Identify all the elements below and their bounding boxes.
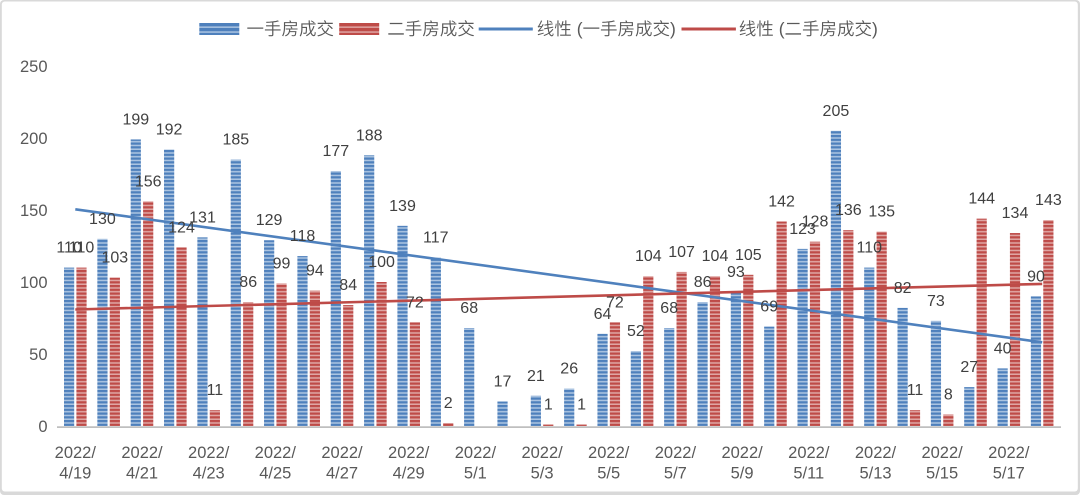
svg-text:82: 82 bbox=[894, 280, 912, 297]
svg-text:): ) bbox=[670, 19, 676, 39]
svg-text:2022/: 2022/ bbox=[55, 444, 97, 462]
svg-text:5/7: 5/7 bbox=[664, 464, 687, 482]
svg-text:104: 104 bbox=[635, 248, 662, 265]
svg-text:4/23: 4/23 bbox=[193, 464, 225, 482]
svg-text:110: 110 bbox=[69, 240, 95, 257]
svg-text:4/21: 4/21 bbox=[126, 464, 158, 482]
svg-text:135: 135 bbox=[868, 204, 895, 221]
svg-text:2022/: 2022/ bbox=[588, 444, 630, 462]
svg-text:68: 68 bbox=[460, 300, 478, 317]
svg-text:40: 40 bbox=[994, 340, 1012, 357]
svg-text:110: 110 bbox=[56, 240, 82, 257]
svg-text:94: 94 bbox=[306, 263, 324, 280]
svg-text:134: 134 bbox=[1002, 205, 1029, 222]
svg-text:199: 199 bbox=[122, 111, 149, 128]
svg-text:5/3: 5/3 bbox=[531, 464, 554, 482]
svg-text:21: 21 bbox=[527, 368, 545, 385]
svg-text:100: 100 bbox=[368, 254, 395, 271]
svg-text:131: 131 bbox=[189, 209, 216, 226]
svg-text:5/11: 5/11 bbox=[793, 464, 824, 482]
svg-text:11: 11 bbox=[907, 382, 924, 399]
svg-text:2022/: 2022/ bbox=[255, 444, 297, 462]
svg-text:93: 93 bbox=[727, 264, 745, 281]
svg-text:4/29: 4/29 bbox=[393, 464, 425, 482]
svg-text:192: 192 bbox=[156, 122, 183, 139]
svg-text:130: 130 bbox=[89, 211, 116, 228]
svg-text:86: 86 bbox=[239, 274, 257, 291]
svg-text:104: 104 bbox=[702, 248, 729, 265]
svg-text:1: 1 bbox=[544, 397, 553, 414]
svg-text:4/19: 4/19 bbox=[59, 464, 91, 482]
svg-text:205: 205 bbox=[823, 103, 850, 120]
svg-text:2022/: 2022/ bbox=[988, 444, 1030, 462]
svg-text:90: 90 bbox=[1027, 268, 1045, 285]
svg-text:): ) bbox=[872, 19, 878, 39]
svg-text:103: 103 bbox=[101, 250, 128, 267]
svg-text:2: 2 bbox=[444, 395, 453, 412]
svg-text:72: 72 bbox=[606, 294, 624, 311]
svg-text:27: 27 bbox=[960, 359, 978, 376]
svg-text:26: 26 bbox=[560, 361, 578, 378]
svg-text:2022/: 2022/ bbox=[721, 444, 763, 462]
svg-text:86: 86 bbox=[694, 274, 712, 291]
svg-text:5/1: 5/1 bbox=[464, 464, 487, 482]
svg-text:4/27: 4/27 bbox=[326, 464, 358, 482]
svg-text:5/17: 5/17 bbox=[993, 464, 1025, 482]
svg-text:5/9: 5/9 bbox=[731, 464, 754, 482]
svg-text:2022/: 2022/ bbox=[321, 444, 363, 462]
svg-text:250: 250 bbox=[20, 58, 48, 76]
svg-text:(: ( bbox=[779, 19, 785, 39]
svg-text:5/15: 5/15 bbox=[926, 464, 958, 482]
svg-text:150: 150 bbox=[20, 202, 48, 220]
svg-text:185: 185 bbox=[222, 132, 249, 149]
svg-text:2022/: 2022/ bbox=[455, 444, 497, 462]
svg-text:200: 200 bbox=[20, 130, 48, 148]
svg-text:128: 128 bbox=[802, 214, 829, 231]
svg-text:100: 100 bbox=[20, 274, 48, 292]
svg-text:68: 68 bbox=[660, 300, 678, 317]
svg-text:105: 105 bbox=[735, 247, 762, 264]
svg-text:144: 144 bbox=[968, 191, 995, 208]
svg-text:17: 17 bbox=[494, 374, 512, 391]
svg-text:2022/: 2022/ bbox=[121, 444, 163, 462]
svg-text:2022/: 2022/ bbox=[188, 444, 230, 462]
svg-text:156: 156 bbox=[135, 173, 162, 190]
svg-text:73: 73 bbox=[927, 293, 945, 310]
svg-text:1: 1 bbox=[577, 397, 586, 414]
svg-text:188: 188 bbox=[356, 127, 383, 144]
svg-text:69: 69 bbox=[760, 299, 778, 316]
svg-text:(: ( bbox=[577, 19, 583, 39]
svg-text:72: 72 bbox=[406, 294, 424, 311]
svg-text:11: 11 bbox=[207, 382, 224, 399]
svg-text:99: 99 bbox=[273, 255, 291, 272]
svg-text:118: 118 bbox=[290, 228, 316, 245]
svg-text:8: 8 bbox=[944, 387, 953, 404]
svg-text:129: 129 bbox=[256, 212, 283, 229]
svg-text:52: 52 bbox=[627, 323, 645, 340]
svg-text:107: 107 bbox=[668, 244, 695, 261]
svg-text:2022/: 2022/ bbox=[655, 444, 697, 462]
svg-text:117: 117 bbox=[423, 230, 449, 247]
svg-text:2022/: 2022/ bbox=[788, 444, 830, 462]
svg-text:2022/: 2022/ bbox=[521, 444, 563, 462]
svg-text:139: 139 bbox=[389, 198, 416, 215]
svg-text:2022/: 2022/ bbox=[388, 444, 430, 462]
svg-text:5/13: 5/13 bbox=[859, 464, 891, 482]
svg-text:110: 110 bbox=[857, 240, 883, 257]
svg-text:2022/: 2022/ bbox=[921, 444, 963, 462]
svg-text:50: 50 bbox=[29, 346, 47, 364]
svg-text:136: 136 bbox=[835, 202, 862, 219]
svg-text:4/25: 4/25 bbox=[259, 464, 291, 482]
svg-text:2022/: 2022/ bbox=[855, 444, 897, 462]
svg-text:64: 64 bbox=[594, 306, 612, 323]
svg-text:123: 123 bbox=[789, 221, 816, 238]
svg-text:142: 142 bbox=[768, 194, 795, 211]
svg-text:143: 143 bbox=[1035, 192, 1062, 209]
svg-text:177: 177 bbox=[322, 143, 349, 160]
svg-text:84: 84 bbox=[339, 277, 357, 294]
svg-text:5/5: 5/5 bbox=[597, 464, 620, 482]
svg-text:124: 124 bbox=[168, 219, 195, 236]
svg-text:0: 0 bbox=[38, 418, 47, 436]
